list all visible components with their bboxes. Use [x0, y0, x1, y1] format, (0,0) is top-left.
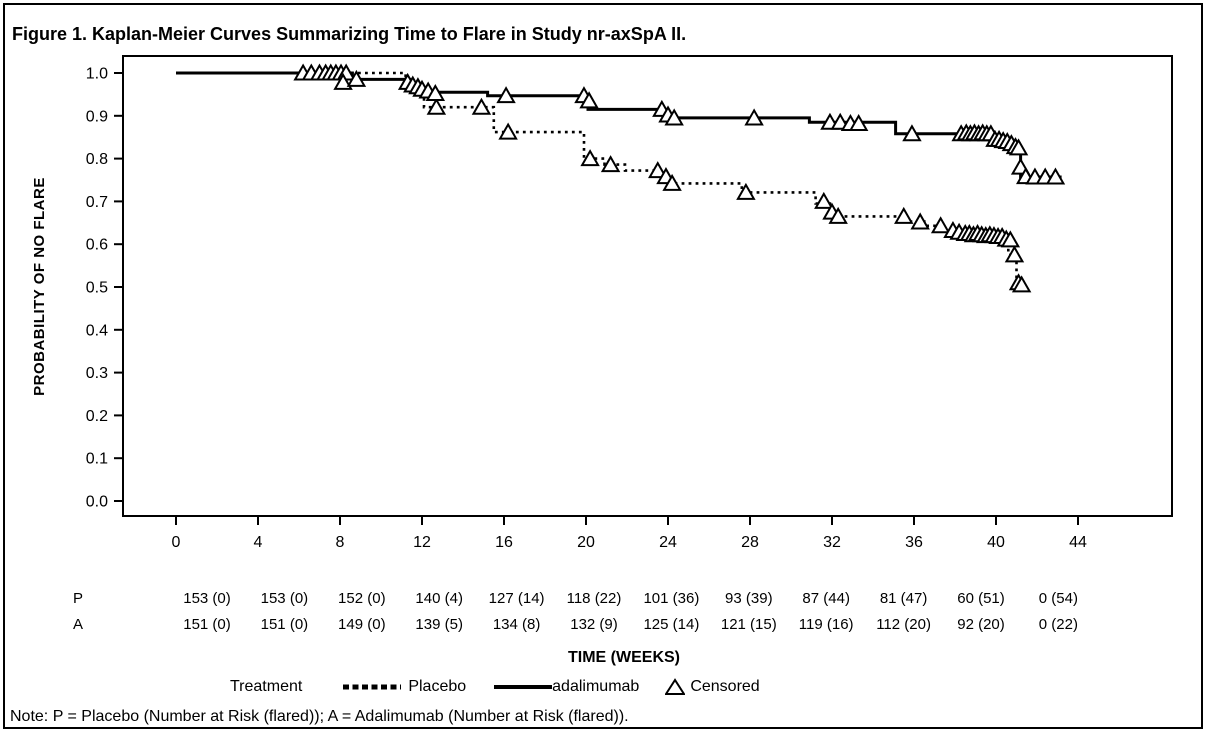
censor-mark-adalimumab: [744, 108, 764, 126]
censor-mark-placebo: [498, 122, 518, 140]
risk-cell: 134 (8): [492, 616, 541, 633]
risk-cell: 153 (0): [260, 590, 309, 607]
risk-cell: 119 (16): [798, 616, 854, 633]
x-tick-label: 20: [577, 534, 595, 551]
adalimumab-solid-line-swatch: [494, 685, 553, 689]
y-axis-title-wrap: PROBABILITY OF NO FLARE: [24, 56, 54, 516]
y-tick-label: 0.9: [86, 108, 108, 125]
censor-mark-placebo: [814, 191, 834, 209]
y-tick-label: 0.7: [86, 194, 108, 211]
censor-mark-adalimumab: [848, 113, 869, 132]
risk-cell: 87 (44): [802, 590, 850, 607]
risk-cell: 0 (22): [1038, 616, 1078, 633]
censor-mark-placebo: [580, 149, 600, 167]
risk-cell: 112 (20): [876, 616, 931, 633]
x-tick-label: 16: [495, 534, 513, 551]
censor-mark-placebo: [648, 161, 668, 179]
censor-mark-placebo: [662, 173, 682, 191]
censor-mark-adalimumab: [579, 91, 599, 109]
x-tick-label: 4: [254, 534, 263, 551]
x-tick-label: 12: [413, 534, 431, 551]
censor-mark-adalimumab: [346, 69, 367, 87]
y-tick-label: 0.8: [86, 151, 108, 168]
censor-mark-placebo: [910, 212, 930, 230]
risk-cell: 60 (51): [957, 590, 1005, 607]
risk-cell: 125 (14): [643, 616, 700, 633]
risk-cell: 132 (9): [570, 616, 618, 633]
y-axis-title: PROBABILITY OF NO FLARE: [30, 176, 48, 396]
censor-mark-adalimumab: [425, 84, 446, 102]
risk-cell: 152 (0): [338, 590, 386, 607]
risk-cell: 121 (15): [720, 616, 777, 633]
censor-mark-placebo: [426, 97, 447, 115]
y-tick-label: 0.4: [86, 322, 108, 339]
x-tick-label: 32: [823, 534, 841, 551]
risk-cell: 92 (20): [957, 616, 1005, 633]
risk-row-label-p: P: [72, 590, 83, 607]
censor-mark-placebo: [1011, 275, 1032, 293]
y-tick-label: 1.0: [86, 66, 108, 83]
risk-cell: 0 (54): [1038, 590, 1078, 607]
x-tick-label: 8: [336, 534, 345, 551]
legend-label-adalimumab: adalimumab: [552, 678, 640, 695]
x-tick-label: 44: [1069, 534, 1087, 551]
x-tick-label: 0: [172, 534, 181, 551]
censor-mark-adalimumab: [1008, 138, 1029, 156]
censor-mark-adalimumab: [1045, 167, 1066, 185]
y-tick-label: 0.5: [86, 280, 108, 297]
risk-cell: 127 (14): [488, 590, 545, 607]
figure-note: Note: P = Placebo (Number at Risk (flare…: [10, 708, 629, 725]
risk-cell: 81 (47): [879, 590, 928, 607]
x-tick-label: 28: [741, 534, 759, 551]
censor-mark-placebo: [1000, 230, 1021, 248]
censor-mark-adalimumab: [664, 108, 684, 126]
placebo-curve: [176, 71, 1027, 287]
legend: Treatment Placebo adalimumab Censored: [230, 678, 760, 696]
risk-cell: 151 (0): [260, 616, 309, 633]
x-tick-label: 36: [905, 534, 923, 551]
risk-cell: 118 (22): [566, 590, 622, 607]
x-axis-title: TIME (WEEKS): [568, 649, 680, 666]
censor-mark-adalimumab: [902, 124, 922, 142]
y-tick-label: 0.3: [86, 365, 108, 382]
risk-cell: 140 (4): [415, 590, 463, 607]
censor-mark-adalimumab: [496, 86, 516, 104]
censor-mark-placebo: [930, 216, 951, 234]
y-tick-label: 0.2: [86, 408, 108, 425]
risk-cell: 93 (39): [725, 590, 773, 607]
y-tick-label: 0.0: [86, 494, 108, 511]
censor-mark-placebo: [471, 97, 492, 115]
figure-title: Figure 1. Kaplan-Meier Curves Summarizin…: [12, 24, 687, 44]
risk-cell: 149 (0): [338, 616, 386, 633]
adalimumab-curve: [176, 71, 1062, 179]
y-tick-label: 0.6: [86, 237, 108, 254]
censored-triangle-icon: [665, 678, 686, 695]
risk-cell: 153 (0): [183, 590, 231, 607]
risk-cell: 151 (0): [183, 616, 231, 633]
legend-label-placebo: Placebo: [408, 678, 467, 695]
x-tick-label: 40: [987, 534, 1005, 551]
x-tick-label: 24: [659, 534, 677, 551]
risk-cell: 101 (36): [643, 590, 700, 607]
censor-mark-placebo: [828, 206, 848, 224]
placebo-dotted-line-swatch: [343, 684, 402, 690]
risk-cell: 139 (5): [415, 616, 463, 633]
legend-label-censored: Censored: [690, 678, 760, 695]
risk-row-label-a: A: [72, 616, 83, 633]
censor-mark-placebo: [894, 206, 914, 224]
y-tick-label: 0.1: [86, 451, 108, 468]
censor-mark-placebo: [1004, 245, 1025, 263]
censor-mark-adalimumab: [333, 72, 353, 90]
legend-title: Treatment: [230, 678, 303, 695]
figure-container: Figure 1. Kaplan-Meier Curves Summarizin…: [3, 3, 1203, 729]
censor-mark-placebo: [736, 182, 756, 200]
censor-mark-placebo: [600, 155, 621, 173]
